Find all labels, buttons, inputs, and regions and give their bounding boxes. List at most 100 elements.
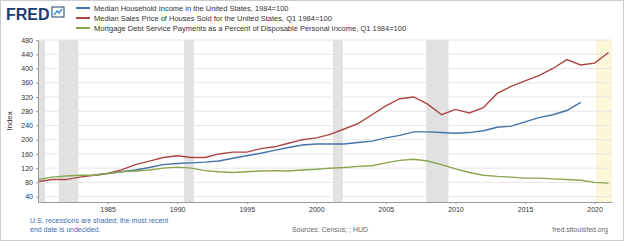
grid-line <box>38 111 612 112</box>
legend-label: Mortgage Debt Service Payments as a Perc… <box>94 24 406 33</box>
tick-mark <box>36 68 38 69</box>
recession-band <box>596 40 612 202</box>
tick: 2020 <box>587 202 603 213</box>
tick-mark <box>525 202 526 204</box>
grid-line <box>38 125 612 126</box>
tick: 480 <box>21 37 38 44</box>
series-line <box>38 159 609 183</box>
tick-label: 320 <box>21 94 33 101</box>
axis-title: Index <box>5 111 14 131</box>
tick-mark <box>247 202 248 204</box>
grid-line <box>38 54 612 55</box>
tick-mark <box>316 202 317 204</box>
grid-line <box>38 40 612 41</box>
annotation: fred.stlouisfed.org <box>552 226 608 234</box>
tick-label: 1990 <box>170 206 186 213</box>
legend-swatch <box>76 17 90 19</box>
tick-mark <box>36 97 38 98</box>
axis-line <box>39 202 613 203</box>
axis-line <box>38 41 39 203</box>
legend-swatch <box>76 27 90 29</box>
tick: 2000 <box>309 202 325 213</box>
grid-line <box>38 153 612 154</box>
tick-mark <box>36 197 38 198</box>
legend-label: Median Sales Price of Houses Sold for th… <box>94 14 332 23</box>
recession-band <box>333 40 343 202</box>
recession-band <box>38 40 45 202</box>
series <box>38 52 609 183</box>
tick-mark <box>36 40 38 41</box>
x-axis: 1985 1990 1995 2000 2005 2010 2015 2020 <box>39 202 613 213</box>
tick-label: 280 <box>21 108 33 115</box>
tick-label: 1995 <box>239 206 255 213</box>
tick-mark <box>36 140 38 141</box>
tick-mark <box>455 202 456 204</box>
tick-mark <box>177 202 178 204</box>
series-line <box>94 102 581 175</box>
tick: 1985 <box>100 202 116 213</box>
recession-band <box>184 40 194 202</box>
tick: 2015 <box>518 202 534 213</box>
grid-line <box>38 82 612 83</box>
tick: 240 <box>21 122 38 129</box>
tick: 440 <box>21 51 38 58</box>
tick: 1990 <box>170 202 186 213</box>
grid <box>38 40 612 197</box>
grid-line <box>38 96 612 97</box>
tick-mark <box>36 168 38 169</box>
tick-label: 40 <box>25 193 33 200</box>
legend-swatch <box>76 7 90 9</box>
annotation: Sources: Census; ; HUD <box>292 226 368 233</box>
tick-label: 200 <box>21 136 33 143</box>
grid-line <box>38 196 612 197</box>
logo-icon-box <box>52 7 64 17</box>
tick-label: 2000 <box>309 206 325 213</box>
tick-mark <box>595 202 596 204</box>
tick-label: 440 <box>21 51 33 58</box>
grid-line <box>38 139 612 140</box>
tick-mark <box>36 182 38 183</box>
chart: 4080120160200240280320360400440480198519… <box>0 0 624 241</box>
legend: Median Household Income in the United St… <box>76 4 406 33</box>
legend-label: Median Household Income in the United St… <box>94 4 289 13</box>
tick-label: 80 <box>25 179 33 186</box>
tick: 200 <box>21 136 38 143</box>
tick-mark <box>36 83 38 84</box>
series-line <box>38 52 609 181</box>
tick: 160 <box>21 151 38 158</box>
y-axis: 40 80 120 160 200 240 280 320 360 400 440 480 <box>21 37 38 203</box>
tick: 400 <box>21 65 38 72</box>
tick: 320 <box>21 94 38 101</box>
tick-label: 2005 <box>379 206 395 213</box>
recession-band <box>426 40 448 202</box>
tick-label: 1985 <box>100 206 116 213</box>
tick: 2010 <box>448 202 464 213</box>
tick-label: 2010 <box>448 206 464 213</box>
logo-icon <box>52 7 64 17</box>
tick: 1995 <box>239 202 255 213</box>
annotation: end date is undecided. <box>30 226 100 233</box>
tick-label: 400 <box>21 65 33 72</box>
tick-mark <box>36 54 38 55</box>
tick: 2005 <box>379 202 395 213</box>
tick-label: 360 <box>21 79 33 86</box>
frame <box>1 1 624 241</box>
tick-mark <box>36 111 38 112</box>
tick-label: 240 <box>21 122 33 129</box>
logo-icon-line <box>54 9 62 15</box>
tick: 360 <box>21 79 38 86</box>
tick-label: 160 <box>21 151 33 158</box>
tick: 40 <box>25 193 38 200</box>
tick-label: 2015 <box>518 206 534 213</box>
tick: 280 <box>21 108 38 115</box>
grid-line <box>38 182 612 183</box>
tick: 80 <box>25 179 38 186</box>
grid-line <box>38 68 612 69</box>
tick-mark <box>108 202 109 204</box>
tick-label: 480 <box>21 37 33 44</box>
tick-mark <box>36 125 38 126</box>
tick: 120 <box>21 165 38 172</box>
tick-label: 120 <box>21 165 33 172</box>
tick-label: 2020 <box>587 206 603 213</box>
tick-mark <box>36 154 38 155</box>
